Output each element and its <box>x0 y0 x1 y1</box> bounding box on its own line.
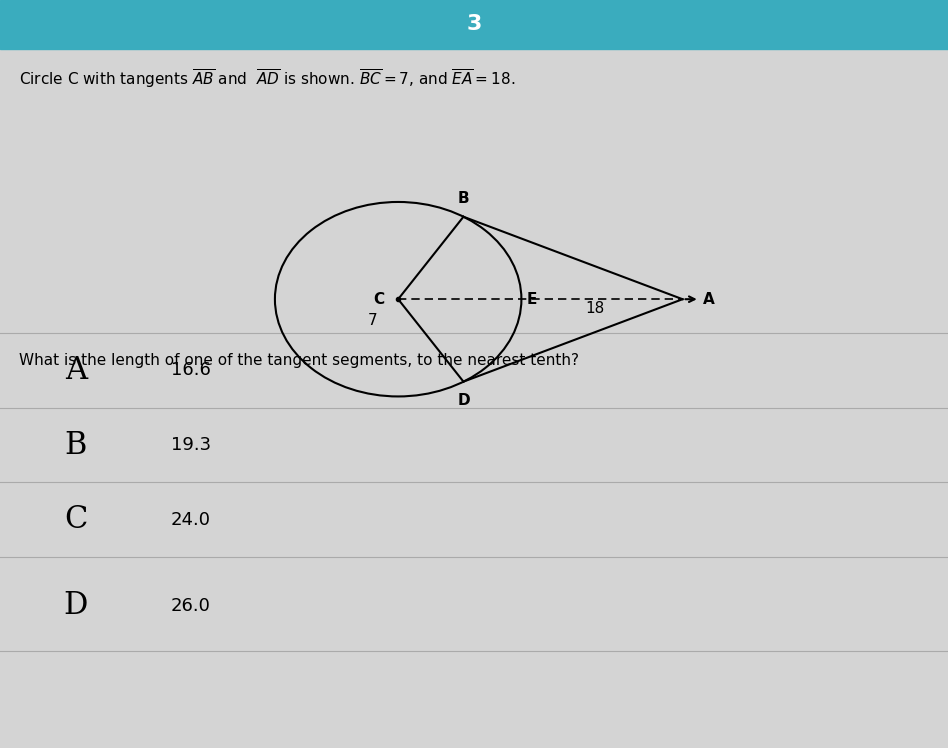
Text: B: B <box>64 429 87 461</box>
Bar <box>0 0 948 49</box>
Text: D: D <box>457 393 470 408</box>
Text: E: E <box>527 292 538 307</box>
Text: Circle C with tangents $\overline{AB}$ and  $\overline{AD}$ is shown. $\overline: Circle C with tangents $\overline{AB}$ a… <box>19 67 516 90</box>
Text: 7: 7 <box>368 313 377 328</box>
Text: 24.0: 24.0 <box>171 511 210 529</box>
Text: B: B <box>458 191 469 206</box>
Text: What is the length of one of the tangent segments, to the nearest tenth?: What is the length of one of the tangent… <box>19 353 579 368</box>
Text: 19.3: 19.3 <box>171 436 210 454</box>
Text: 26.0: 26.0 <box>171 597 210 615</box>
Text: D: D <box>64 590 88 622</box>
Text: A: A <box>64 355 87 386</box>
Text: 3: 3 <box>466 14 482 34</box>
Text: A: A <box>703 292 715 307</box>
Text: 18: 18 <box>586 301 605 316</box>
Text: 16.6: 16.6 <box>171 361 210 379</box>
Text: C: C <box>64 504 87 536</box>
Text: C: C <box>373 292 384 307</box>
